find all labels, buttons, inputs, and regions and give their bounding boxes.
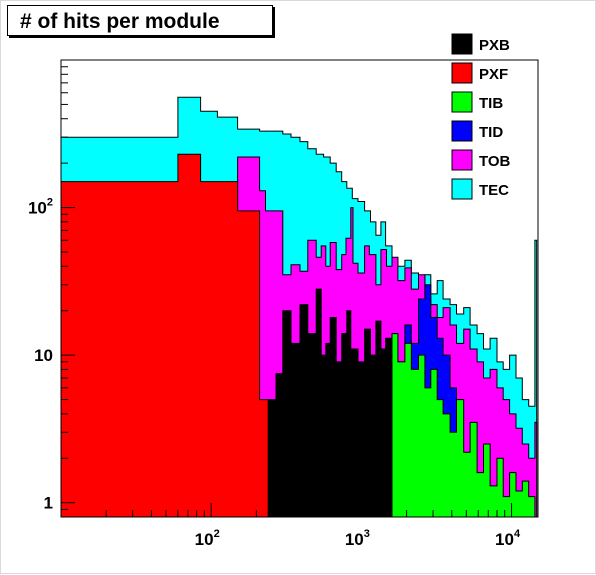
- legend-label-tid: TID: [479, 124, 503, 141]
- legend-swatch-pxb: [451, 33, 473, 55]
- x-tick-label: 102: [195, 528, 220, 549]
- plot-frame-layer: [60, 59, 539, 518]
- chart-title: # of hits per module: [20, 10, 220, 33]
- series-area-tib: [391, 333, 536, 518]
- legend: PXB PXF TIB TID TOB TEC: [451, 33, 511, 200]
- series-area-pxf: [60, 153, 269, 518]
- legend-label-tob: TOB: [479, 153, 511, 170]
- series-fills: [60, 96, 538, 518]
- legend-label-pxb: PXB: [479, 37, 510, 54]
- legend-swatch-tid: [451, 120, 473, 142]
- legend-swatch-tib: [451, 91, 473, 113]
- axis-tick-labels: 102 103 104 1 10 102: [28, 197, 521, 549]
- axis-ticks: [60, 59, 513, 518]
- legend-swatch-tob: [451, 149, 473, 171]
- x-tick-label: 104: [495, 528, 521, 549]
- y-tick-label: 1: [44, 494, 53, 513]
- title-box: # of hits per module: [7, 5, 273, 36]
- series-area-pxb: [267, 288, 393, 518]
- legend-label-tib: TIB: [479, 95, 503, 112]
- legend-label-pxf: PXF: [479, 66, 508, 83]
- legend-swatch-tec: [451, 178, 473, 200]
- y-tick-label: 102: [28, 197, 53, 218]
- legend-swatch-pxf: [451, 62, 473, 84]
- legend-label-tec: TEC: [479, 182, 509, 199]
- y-tick-label: 10: [34, 346, 53, 365]
- plot-frame: [60, 59, 539, 518]
- x-tick-label: 103: [345, 528, 370, 549]
